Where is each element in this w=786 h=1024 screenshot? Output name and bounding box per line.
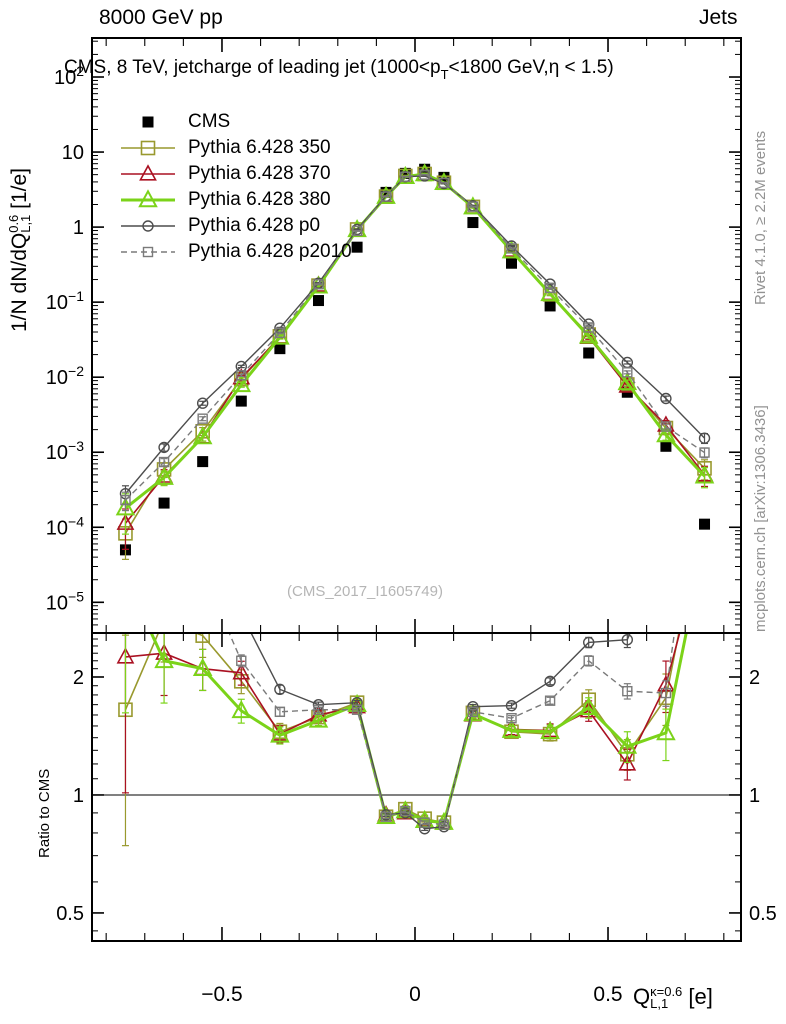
ratio-axis-label: Ratio to CMS: [36, 768, 53, 858]
legend-label: Pythia 6.428 p2010: [188, 241, 352, 262]
svg-text:10: 10: [62, 142, 84, 164]
legend-item-pythia-6-428-p0: Pythia 6.428 p0: [120, 213, 352, 239]
legend-item-pythia-6-428-350: Pythia 6.428 350: [120, 135, 352, 161]
legend-label: Pythia 6.428 380: [188, 189, 331, 210]
svg-text:0.5: 0.5: [56, 903, 84, 925]
svg-text:102: 102: [54, 63, 84, 89]
legend-label: CMS: [188, 111, 231, 132]
series-pythia-6-428-p2010-ratio: [228, 633, 676, 830]
svg-text:0: 0: [409, 983, 421, 1006]
legend-marker-triangle: [121, 164, 175, 181]
xlabel-supsub: κ=0.6 L,1: [650, 984, 683, 1012]
svg-text:10−4: 10−4: [46, 513, 84, 539]
legend-item-cms: CMS: [120, 109, 352, 135]
analysis-group-label: Jets: [699, 6, 738, 29]
ylabel-supsub: 0.6 L,1: [6, 214, 34, 233]
mcplots-reference-note: mcplots.cern.ch [arXiv:1306.3436]: [752, 405, 769, 632]
series-pythia-6-428-p0-ratio: [250, 633, 634, 835]
series-pythia-6-428-380-ratio: [121, 633, 688, 830]
legend-marker-square: [121, 140, 175, 156]
beam-energy-label: 8000 GeV pp: [99, 6, 223, 29]
svg-text:10−2: 10−2: [46, 363, 84, 389]
svg-text:0.5: 0.5: [593, 983, 622, 1006]
legend-marker-circle: [121, 220, 175, 232]
y-axis-label: 1/N dN/dQ 0.6 L,1 [1/e]: [6, 168, 34, 332]
legend-marker-triangle: [121, 189, 175, 208]
analysis-id-watermark: (CMS_2017_I1605749): [287, 583, 443, 600]
svg-text:1: 1: [749, 785, 760, 807]
legend-label: Pythia 6.428 350: [188, 137, 331, 158]
legend-item-pythia-6-428-p2010: Pythia 6.428 p2010: [120, 239, 352, 265]
rivet-version-note: Rivet 4.1.0, ≥ 2.2M events: [752, 130, 769, 305]
series-pythia-6-428-370-ratio: [116, 633, 681, 830]
svg-text:1: 1: [73, 785, 84, 807]
svg-text:2: 2: [73, 667, 84, 689]
series-pythia-6-428-350-ratio: [118, 633, 680, 847]
legend-label: Pythia 6.428 p0: [188, 215, 321, 236]
axis-tick-labels: 102 10 1 10−1 10−2 10−3 10−4 10−5 2 2 1 1 0.5 0.5 −0.5…: [46, 63, 777, 1006]
legend-label: Pythia 6.428 370: [188, 163, 331, 184]
ratio-panel-frame: [91, 632, 742, 942]
svg-text:2: 2: [749, 667, 760, 689]
legend-marker-fsquare: [142, 116, 154, 128]
svg-text:1: 1: [73, 217, 84, 239]
svg-text:0.5: 0.5: [749, 903, 777, 925]
svg-text:−0.5: −0.5: [201, 983, 242, 1006]
legend-item-pythia-6-428-370: Pythia 6.428 370: [120, 161, 352, 187]
svg-text:10−5: 10−5: [46, 588, 84, 614]
series-pythia-6-428-p2010-main: [120, 169, 710, 512]
legend-item-pythia-6-428-380: Pythia 6.428 380: [120, 187, 352, 213]
legend: CMS Pythia 6.428 350 Pythia 6.428 370 Pythi…: [120, 109, 352, 265]
legend-marker-square: [121, 246, 175, 258]
svg-text:10−1: 10−1: [46, 288, 84, 314]
plot-title: CMS, 8 TeV, jetcharge of leading jet (10…: [64, 57, 614, 82]
svg-text:10−3: 10−3: [46, 438, 84, 464]
title-pt-subscript: T: [440, 67, 449, 82]
